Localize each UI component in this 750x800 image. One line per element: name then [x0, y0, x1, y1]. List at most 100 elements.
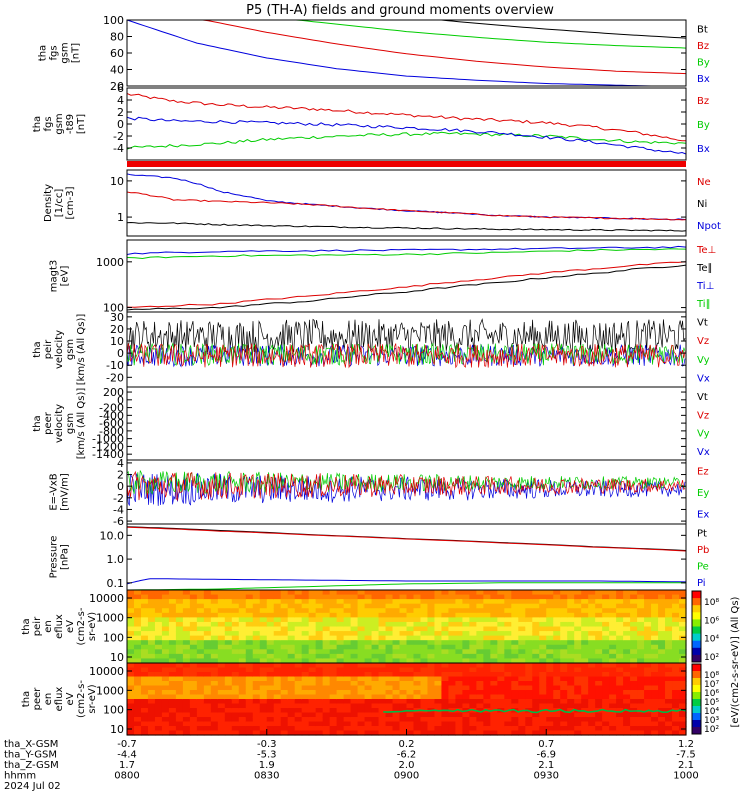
spectrogram-cell: [665, 590, 673, 596]
spectrogram-cell: [637, 608, 645, 614]
spectrogram-cell: [133, 712, 142, 718]
spectrogram-cell: [420, 672, 429, 678]
spectrogram-cell: [259, 608, 268, 614]
spectrogram-cell: [224, 653, 233, 660]
spectrogram-cell: [308, 667, 317, 673]
spectrogram-cell: [637, 635, 645, 641]
spectrogram-cell: [364, 626, 373, 632]
colorbar-segment: [692, 732, 701, 735]
spectrogram-cell: [385, 617, 394, 623]
spectrogram-cell: [378, 590, 387, 596]
spectrogram-cell: [196, 626, 205, 632]
spectrogram-cell: [364, 717, 373, 723]
spectrogram-cell: [651, 676, 659, 682]
spectrogram-cell: [385, 626, 394, 632]
spectrogram-cell: [378, 703, 387, 709]
spectrogram-cell: [525, 590, 533, 596]
spectrogram-cell: [273, 717, 282, 723]
spectrogram-cell: [161, 730, 170, 736]
spectrogram-cell: [420, 721, 429, 727]
spectrogram-cell: [224, 703, 233, 709]
spectrogram-cell: [287, 708, 296, 714]
colorbar-segment: [692, 630, 701, 633]
spectrogram-cell: [616, 699, 624, 705]
spectrogram-cell: [518, 726, 526, 732]
spectrogram-cell: [483, 667, 491, 673]
spectrogram-cell: [413, 599, 422, 605]
spectrogram-cell: [441, 608, 450, 614]
spectrogram-cell: [175, 712, 184, 718]
spectrogram-cell: [602, 640, 610, 646]
spectrogram-cell: [343, 658, 352, 664]
spectrogram-cell: [350, 658, 359, 664]
spectrogram-cell: [602, 726, 610, 732]
spectrogram-cell: [427, 594, 436, 600]
spectrogram-cell: [231, 685, 240, 691]
spectrogram-cell: [497, 603, 505, 609]
spectrogram-cell: [616, 667, 624, 673]
spectrogram-cell: [273, 631, 282, 637]
spectrogram-cell: [511, 617, 519, 623]
spectrogram-cell: [127, 685, 135, 691]
spectrogram-cell: [434, 617, 443, 623]
spectrogram-cell: [189, 608, 198, 614]
spectrogram-cell: [203, 640, 212, 646]
spectrogram-cell: [427, 730, 436, 736]
spectrogram-cell: [539, 712, 547, 718]
spectrogram-cell: [434, 726, 443, 732]
x-tick-label: 2.1: [538, 760, 554, 771]
spectrogram-cell: [413, 621, 422, 628]
spectrogram-cell: [581, 712, 589, 718]
spectrogram-cell: [350, 676, 359, 682]
spectrogram-cell: [287, 644, 296, 650]
spectrogram-cell: [336, 721, 345, 727]
legend-entry: Vy: [697, 355, 710, 366]
spectrogram-cell: [371, 717, 380, 723]
spectrogram-cell: [238, 672, 247, 678]
spectrogram-cell: [245, 708, 254, 714]
spectrogram-cell: [294, 694, 303, 700]
spectrogram-cell: [518, 631, 526, 637]
spectrogram-cell: [574, 730, 582, 736]
spectrogram-cell: [546, 590, 554, 596]
spectrogram-cell: [308, 631, 317, 637]
spectrogram-cell: [238, 603, 247, 609]
spectrogram-cell: [217, 699, 226, 705]
spectrogram-cell: [574, 590, 582, 596]
spectrogram-cell: [301, 699, 310, 705]
spectrogram-cell: [469, 685, 477, 691]
spectrogram-cell: [161, 631, 170, 637]
spectrogram-cell: [245, 685, 254, 691]
spectrogram-cell: [553, 685, 561, 691]
spectrogram-cell: [665, 635, 673, 641]
spectrogram-cell: [469, 626, 477, 632]
spectrogram-cell: [651, 717, 659, 723]
spectrogram-cell: [336, 653, 345, 660]
spectrogram-cell: [224, 676, 233, 682]
spectrogram-cell: [574, 640, 582, 646]
spectrogram-cell: [203, 631, 212, 637]
spectrogram-cell: [644, 612, 652, 618]
spectrogram-cell: [203, 730, 212, 736]
colorbar-segment: [692, 674, 701, 677]
spectrogram-cell: [273, 712, 282, 718]
spectrogram-cell: [518, 658, 526, 664]
series-Ti⊥: [126, 245, 687, 255]
spectrogram-cell: [308, 712, 317, 718]
spectrogram-cell: [413, 626, 422, 632]
spectrogram-cell: [483, 694, 491, 700]
spectrogram-cell: [357, 608, 366, 614]
spectrogram-cell: [427, 685, 436, 691]
spectrogram-cell: [609, 644, 617, 650]
spectrogram-cell: [546, 681, 554, 687]
spectrogram-cell: [259, 663, 268, 669]
spectrogram-cell: [301, 726, 310, 732]
spectrogram-cell: [378, 658, 387, 664]
spectrogram-cell: [308, 621, 317, 628]
y-tick-label: 100: [103, 631, 124, 644]
spectrogram-cell: [504, 640, 512, 646]
y-tick-label: 100: [103, 14, 124, 27]
spectrogram-cell: [238, 626, 247, 632]
spectrogram-cell: [252, 717, 261, 723]
spectrogram-cell: [609, 730, 617, 736]
